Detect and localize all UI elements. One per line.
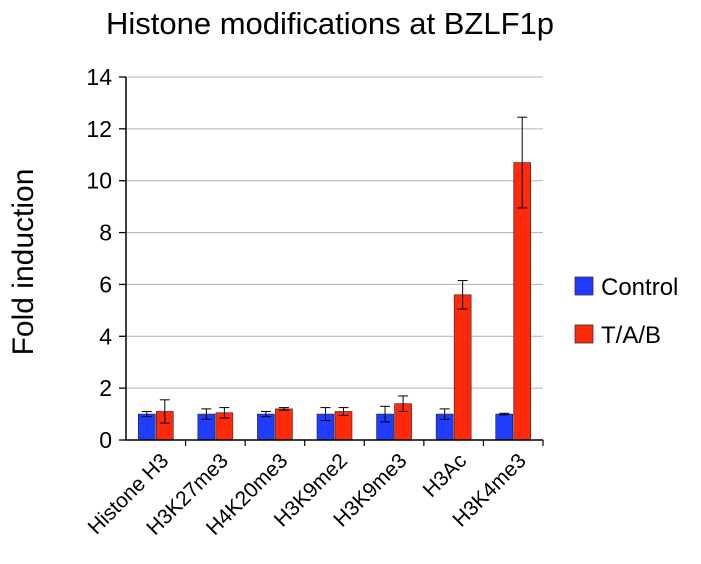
- legend-label-control: Control: [601, 274, 678, 301]
- legend: Control T/A/B: [575, 274, 678, 349]
- chart-title: Histone modifications at BZLF1p: [106, 6, 554, 41]
- y-tick-label: 12: [86, 116, 112, 142]
- axes: [126, 77, 543, 446]
- y-axis-label: Fold induction: [7, 169, 40, 356]
- bars: [138, 163, 530, 440]
- bar: [257, 414, 274, 440]
- gridlines: [126, 77, 543, 388]
- bar: [496, 414, 513, 440]
- y-tick-label: 4: [99, 323, 112, 349]
- x-category-label: H3Ac: [419, 449, 472, 502]
- y-axis-ticks: 0 2 4 6 8 10 12 14: [86, 64, 126, 453]
- y-tick-label: 2: [99, 375, 112, 401]
- legend-swatch-control: [575, 277, 593, 295]
- y-tick-label: 10: [86, 168, 112, 194]
- x-axis-categories: Histone H3H3K27me3H4K20me3H3K9me2H3K9me3…: [84, 449, 531, 540]
- y-tick-label: 6: [99, 271, 112, 297]
- y-tick-label: 0: [99, 427, 112, 453]
- legend-swatch-tab: [575, 325, 593, 343]
- bar: [454, 295, 471, 440]
- y-tick-label: 14: [86, 64, 112, 90]
- legend-label-tab: T/A/B: [601, 322, 661, 349]
- bar: [138, 414, 155, 440]
- y-tick-label: 8: [99, 220, 112, 246]
- bar: [275, 409, 292, 440]
